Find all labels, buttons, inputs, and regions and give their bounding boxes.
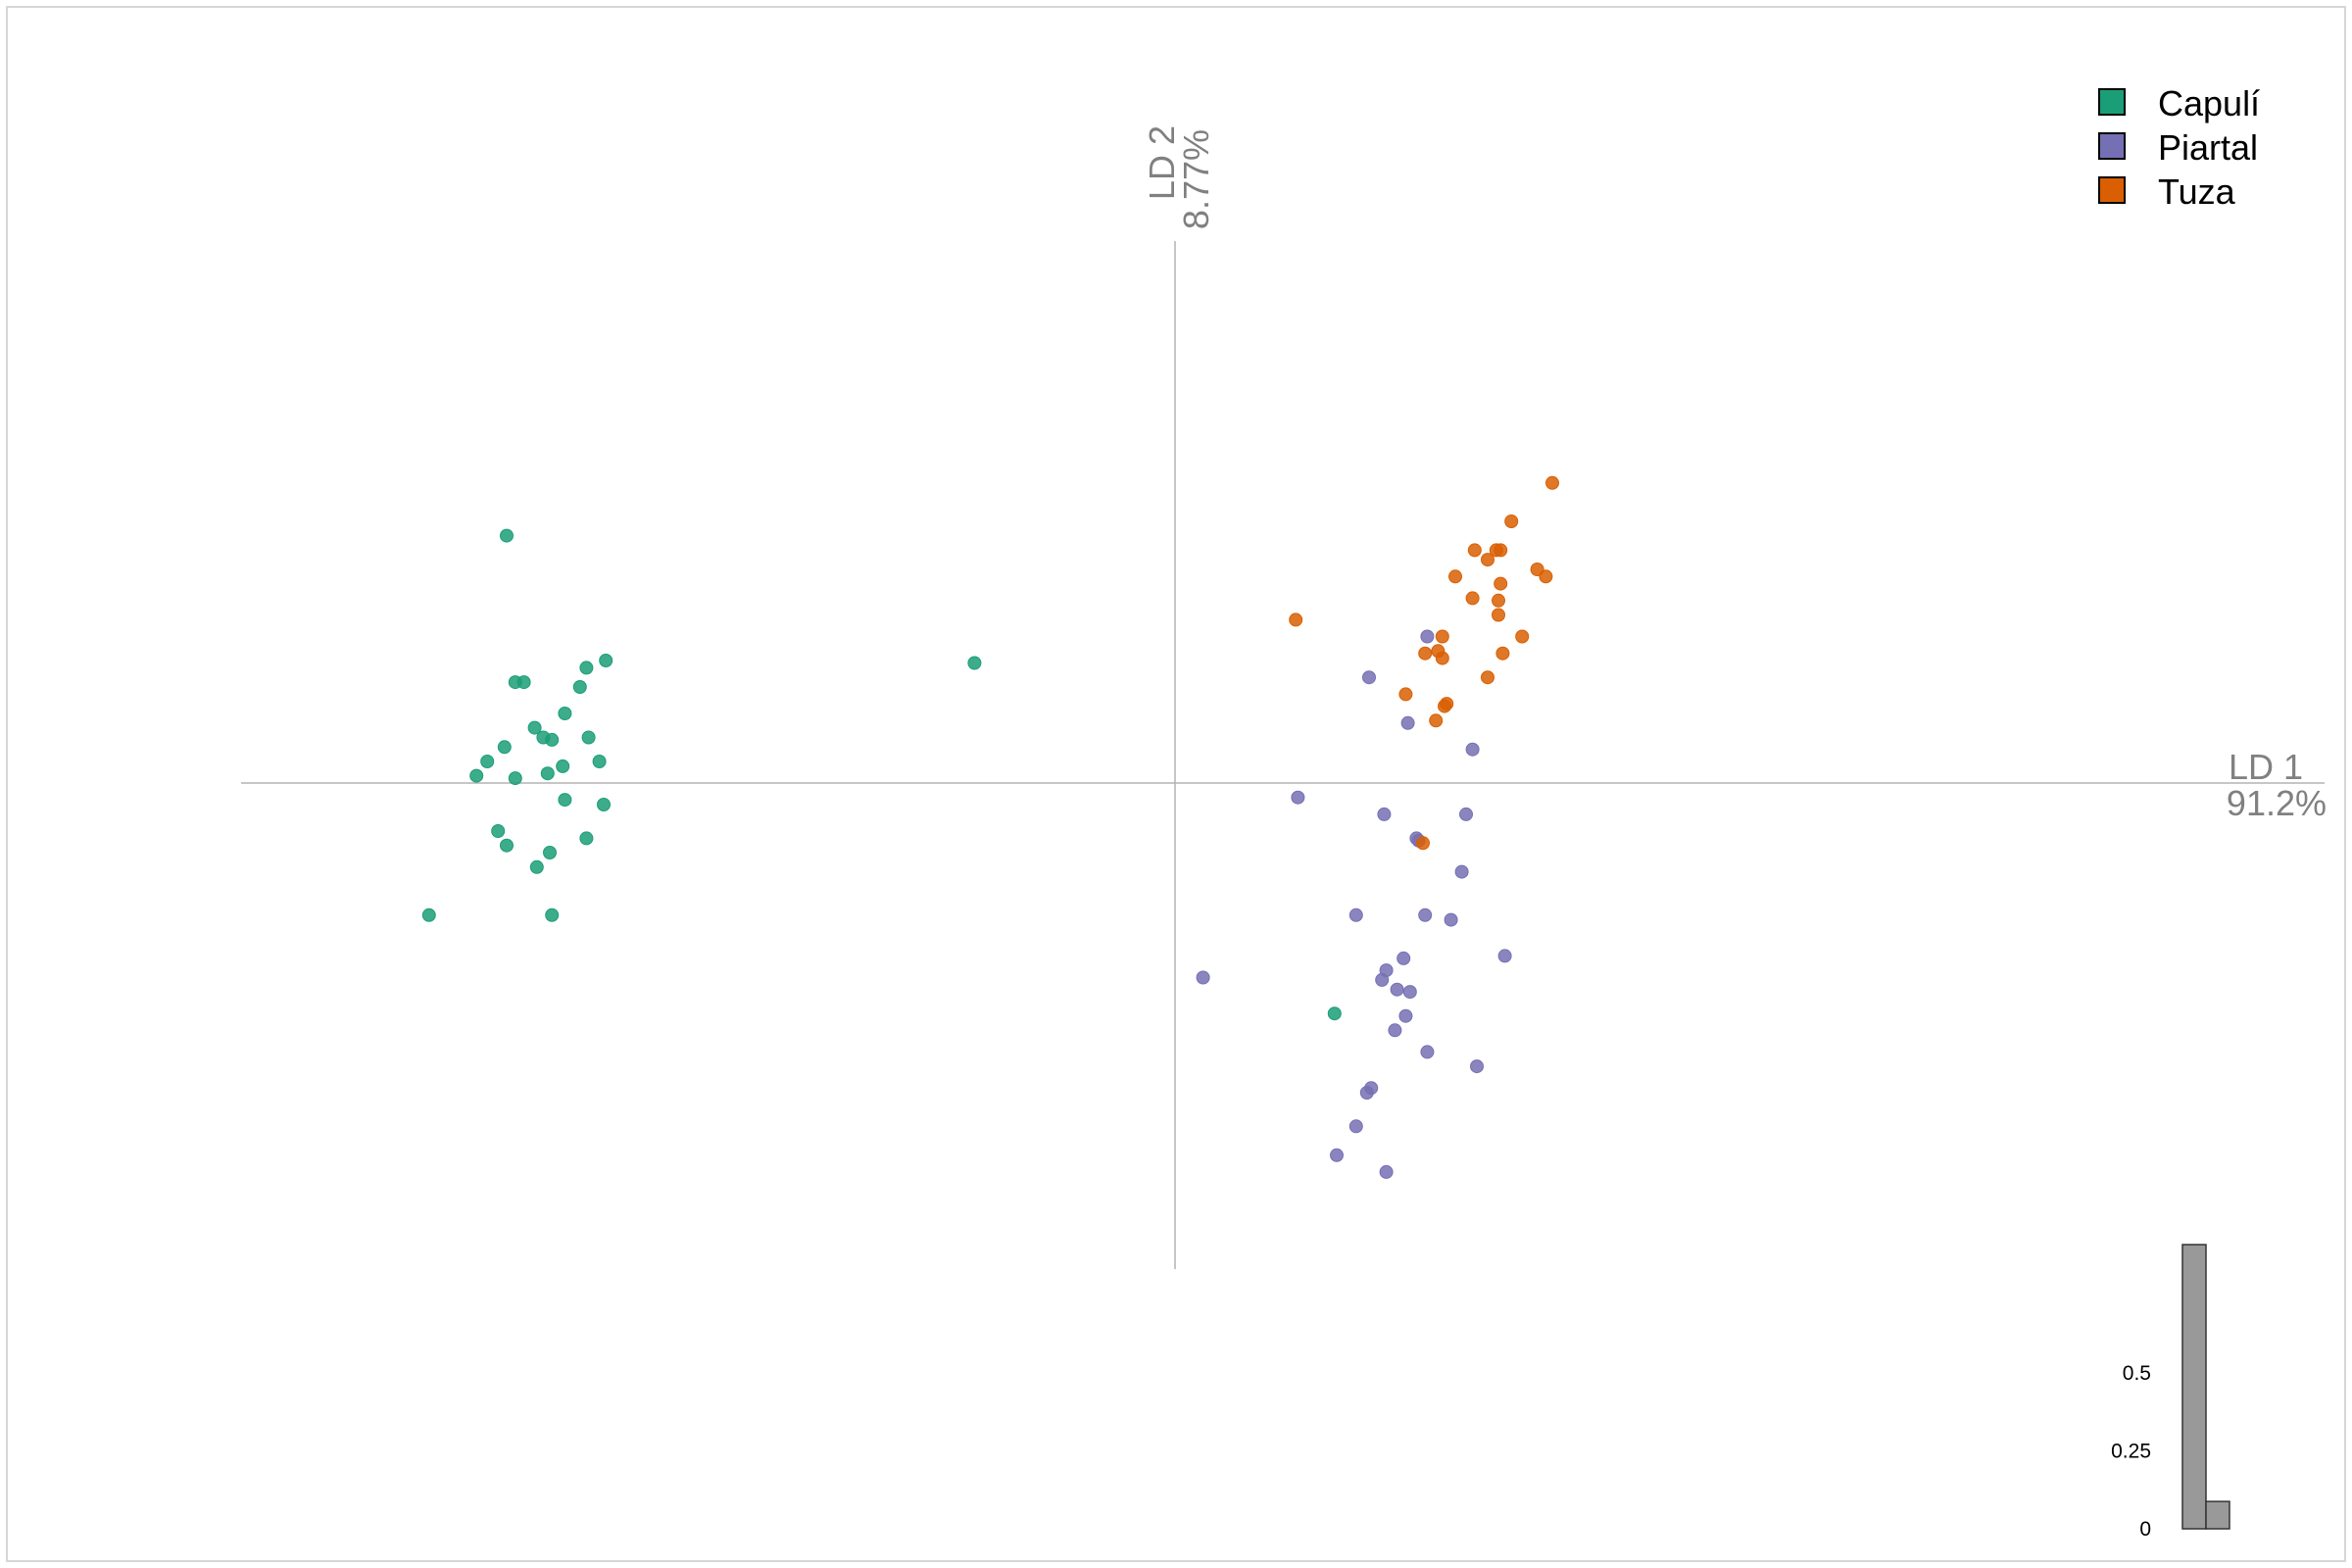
point-capulí-14 — [540, 766, 555, 781]
point-piartal-15 — [1396, 951, 1411, 965]
y-axis-label-pct: 8.77% — [1176, 129, 1216, 229]
point-tuza-26 — [1416, 836, 1430, 851]
point-tuza-20 — [1495, 646, 1510, 661]
point-tuza-17 — [1418, 646, 1433, 661]
point-capulí-16 — [581, 730, 596, 745]
point-capulí-27 — [545, 907, 560, 922]
point-tuza-21 — [1481, 670, 1494, 685]
point-capulí-24 — [543, 846, 557, 859]
point-capulí-18 — [469, 768, 484, 783]
point-tuza-2 — [1504, 514, 1519, 528]
point-capulí-22 — [500, 838, 514, 853]
point-tuza-1 — [1545, 475, 1559, 490]
point-capulí-9 — [527, 720, 542, 735]
point-tuza-15 — [1435, 629, 1449, 644]
plot-frame — [6, 6, 2346, 1562]
eigenvalue-tick-1: 0 — [2139, 1518, 2151, 1541]
point-capulí-25 — [579, 831, 594, 846]
point-piartal-14 — [1497, 949, 1512, 963]
point-piartal-5 — [1291, 790, 1305, 805]
point-capulí-15 — [556, 759, 570, 773]
point-capulí-21 — [491, 824, 506, 838]
point-piartal-27 — [1348, 1119, 1363, 1134]
point-capulí-28 — [967, 656, 982, 670]
x-axis-title: LD 1 91.2% — [2227, 747, 2327, 823]
point-piartal-24 — [1470, 1059, 1484, 1074]
point-tuza-22 — [1398, 687, 1413, 702]
point-piartal-4 — [1465, 742, 1480, 757]
point-tuza-6 — [1481, 553, 1494, 567]
point-capulí-19 — [558, 793, 572, 808]
point-capulí-4 — [579, 661, 594, 675]
point-piartal-13 — [1444, 912, 1458, 927]
point-tuza-9 — [1530, 563, 1544, 576]
point-piartal-26 — [1359, 1086, 1374, 1100]
point-tuza-25 — [1429, 713, 1444, 728]
point-tuza-11 — [1465, 591, 1480, 606]
eigenvalue-inset: 0 0.25 0.5 — [2111, 1244, 2230, 1541]
point-piartal-19 — [1196, 970, 1210, 985]
legend-label-tuza: Tuza — [2158, 172, 2236, 212]
eigenvalue-tick-2: 0.25 — [2111, 1441, 2151, 1463]
point-piartal-1 — [1420, 629, 1435, 644]
point-capulí-10 — [497, 740, 512, 755]
point-piartal-29 — [1379, 1164, 1394, 1179]
point-piartal-6 — [1377, 807, 1392, 821]
legend-swatch-capulí — [2098, 88, 2126, 116]
point-piartal-17 — [1375, 972, 1390, 987]
eigenvalue-bar-1 — [2181, 1244, 2207, 1530]
x-axis-label-name: LD 1 — [2229, 747, 2303, 787]
point-tuza-5 — [1494, 543, 1508, 558]
legend-swatch-tuza — [2098, 176, 2126, 204]
point-piartal-28 — [1330, 1148, 1344, 1162]
point-capulí-23 — [529, 859, 544, 874]
point-piartal-18 — [1402, 985, 1417, 1000]
y-axis-title: LD 2 8.77% — [1142, 116, 1216, 229]
point-tuza-14 — [1289, 612, 1303, 627]
point-tuza-19 — [1431, 644, 1446, 659]
point-capulí-11 — [480, 755, 495, 768]
point-tuza-3 — [1467, 543, 1482, 558]
point-capulí-7 — [558, 707, 572, 720]
point-piartal-3 — [1400, 715, 1415, 730]
point-piartal-7 — [1459, 807, 1473, 821]
scatter-points — [421, 475, 1559, 1179]
point-capulí-26 — [421, 907, 436, 922]
x-axis-label-pct: 91.2% — [2227, 783, 2327, 823]
point-piartal-10 — [1454, 864, 1469, 879]
point-piartal-20 — [1390, 982, 1404, 997]
legend-label-capulí: Capulí — [2158, 83, 2260, 123]
point-piartal-23 — [1420, 1045, 1435, 1059]
point-capulí-12 — [508, 771, 522, 786]
point-capulí-13 — [545, 732, 560, 747]
point-capulí-17 — [592, 755, 607, 768]
point-capulí-20 — [597, 798, 611, 811]
point-capulí-3 — [516, 675, 531, 690]
point-tuza-13 — [1492, 608, 1505, 622]
point-piartal-21 — [1398, 1008, 1413, 1023]
point-piartal-11 — [1348, 907, 1363, 922]
point-tuza-12 — [1492, 593, 1505, 608]
eigenvalue-tick-3: 0.5 — [2123, 1362, 2151, 1385]
legend-label-piartal: Piartal — [2158, 127, 2258, 168]
point-piartal-22 — [1388, 1023, 1402, 1038]
point-capulí-1 — [500, 528, 514, 543]
point-piartal-12 — [1418, 907, 1433, 922]
y-axis-label-name: LD 2 — [1142, 125, 1182, 200]
point-tuza-10 — [1494, 576, 1508, 591]
point-capulí-5 — [599, 654, 613, 667]
point-tuza-7 — [1448, 569, 1462, 584]
point-tuza-24 — [1438, 699, 1451, 713]
point-capulí-29 — [1327, 1006, 1342, 1021]
point-piartal-2 — [1362, 670, 1376, 685]
point-tuza-16 — [1515, 629, 1530, 644]
point-capulí-6 — [572, 680, 587, 694]
legend-swatch-piartal — [2098, 132, 2126, 160]
eigenvalue-bar-2 — [2205, 1500, 2230, 1530]
